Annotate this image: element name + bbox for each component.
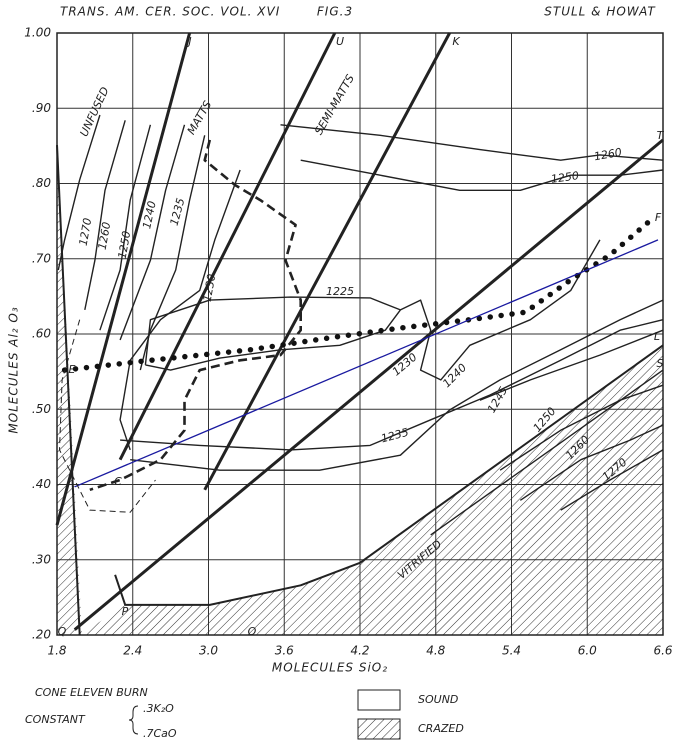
series-line: [119, 169, 241, 451]
y-tick-label: .60: [32, 327, 51, 341]
x-tick-label: 3.6: [275, 644, 294, 658]
series-label: K: [452, 35, 460, 48]
x-axis-title: MOLECULES SiO₂: [272, 661, 388, 675]
series-label: 1270: [77, 217, 95, 247]
series-label: 1230: [201, 273, 219, 303]
series-line: [519, 424, 664, 501]
annotation: SEMI-MATTS: [312, 72, 357, 137]
legend-swatch: [357, 718, 401, 740]
series-line: [99, 124, 152, 331]
series-label: 1240: [140, 200, 159, 230]
x-tick-label: 6.0: [578, 644, 597, 658]
y-tick-label: .30: [32, 552, 51, 566]
series-line: [203, 32, 451, 491]
annotation: MATTS: [185, 99, 215, 137]
series-line: [144, 296, 402, 371]
series-line: [57, 114, 101, 271]
annotation: S: [657, 357, 664, 370]
y-tick-label: .90: [32, 101, 51, 115]
series-line: [139, 135, 206, 371]
header: TRANS. AM. CER. SOC. VOL. XVI: [60, 5, 280, 19]
brace: [128, 705, 139, 735]
series-label: 1235: [380, 426, 410, 446]
series-label: 1225: [326, 285, 354, 298]
y-tick-label: .70: [32, 251, 51, 265]
series-line: [55, 32, 192, 526]
series-line: [499, 384, 664, 471]
series-label: 1250: [116, 230, 134, 260]
series-label: T: [657, 129, 665, 142]
series-line: [479, 329, 664, 401]
series-line: [56, 145, 81, 636]
footer-text: CONSTANT: [25, 713, 86, 726]
series-line: [73, 138, 664, 631]
series-line: [359, 344, 664, 564]
series-label: 1240: [440, 361, 469, 390]
plot-border: [56, 32, 664, 636]
series-label: 1250: [550, 169, 580, 186]
series-line: [120, 319, 664, 451]
series-line: [119, 124, 186, 341]
header: STULL & HOWAT: [544, 5, 656, 19]
series-line: [300, 159, 664, 191]
header: FIG.3: [317, 5, 353, 19]
x-tick-label: 4.8: [426, 644, 445, 658]
series-label: 1260: [593, 146, 623, 164]
annotation: F: [655, 211, 662, 224]
series-line: [430, 369, 664, 536]
y-tick-label: .50: [32, 402, 51, 416]
series-line: [130, 299, 664, 471]
series-line: [280, 124, 664, 161]
x-tick-label: 2.4: [123, 644, 142, 658]
series-label: 1245: [485, 384, 510, 415]
footer-text: .3K₂O: [143, 702, 174, 715]
legend-label: SOUND: [418, 693, 458, 706]
annotation: L: [654, 330, 660, 343]
x-tick-label: 4.2: [350, 644, 369, 658]
annotation: O: [248, 625, 257, 638]
series-label: U: [336, 35, 344, 48]
series-line: [59, 319, 156, 513]
series-line: [400, 239, 601, 381]
series-line: [61, 217, 654, 373]
y-tick-label: .20: [32, 628, 51, 642]
x-tick-label: 6.6: [653, 644, 672, 658]
legend-label: CRAZED: [418, 722, 464, 735]
series-line: [89, 139, 302, 492]
series-label: J: [186, 35, 191, 48]
series-label: 1260: [96, 221, 114, 251]
annotation: Q: [58, 625, 67, 638]
y-tick-label: .40: [32, 477, 51, 491]
series-line: [118, 32, 337, 461]
x-tick-label: 1.8: [47, 644, 66, 658]
annotation: P: [122, 605, 129, 618]
series-line: [114, 561, 361, 606]
footer-text: .7CaO: [143, 727, 177, 740]
y-tick-label: .80: [32, 176, 51, 190]
crazed-region: [80, 345, 663, 635]
x-tick-label: 5.4: [502, 644, 521, 658]
series-line: [560, 449, 664, 511]
y-tick-label: 1.00: [24, 26, 51, 40]
legend-swatch: [357, 689, 401, 711]
footer-text: CONE ELEVEN BURN: [35, 686, 148, 699]
annotation: C: [114, 475, 122, 488]
x-tick-label: 3.0: [199, 644, 218, 658]
series-line: [84, 120, 126, 311]
annotation: E: [69, 363, 76, 376]
y-axis-title: MOLECULES Al₂ O₃: [7, 306, 21, 433]
